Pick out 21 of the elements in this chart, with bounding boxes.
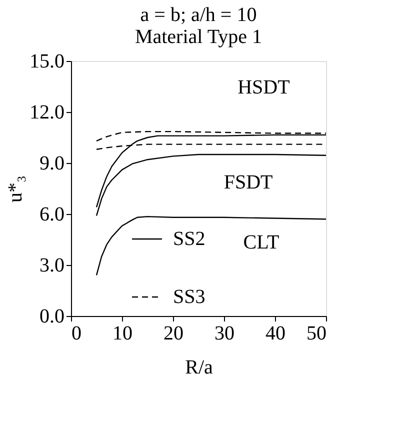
- y-axis-title: u*₃: [4, 176, 26, 202]
- annotation: FSDT: [224, 171, 273, 194]
- x-tick-label: 0: [72, 322, 82, 344]
- legend-label: SS2: [173, 228, 206, 250]
- x-tick-label: 50: [306, 322, 326, 344]
- y-tick-label: 15.0: [30, 50, 64, 72]
- y-tick-label: 12.0: [30, 102, 64, 124]
- x-tick-label: 10: [112, 322, 132, 344]
- y-tick-label: 9.0: [40, 152, 64, 174]
- legend-label: SS3: [173, 286, 206, 308]
- annotation: HSDT: [238, 76, 290, 98]
- chart-title: a = b; a/h = 10: [140, 4, 257, 26]
- x-tick-label: 20: [164, 322, 184, 344]
- x-axis-title: R/a: [185, 356, 214, 378]
- annotation: CLT: [243, 231, 280, 254]
- y-tick-label: 6.0: [40, 204, 64, 226]
- x-tick-label: 40: [266, 322, 286, 344]
- chart-subtitle: Material Type 1: [134, 26, 262, 48]
- y-tick-label: 3.0: [40, 254, 64, 276]
- x-tick-label: 30: [214, 322, 234, 344]
- y-tick-label: 0.0: [40, 306, 64, 328]
